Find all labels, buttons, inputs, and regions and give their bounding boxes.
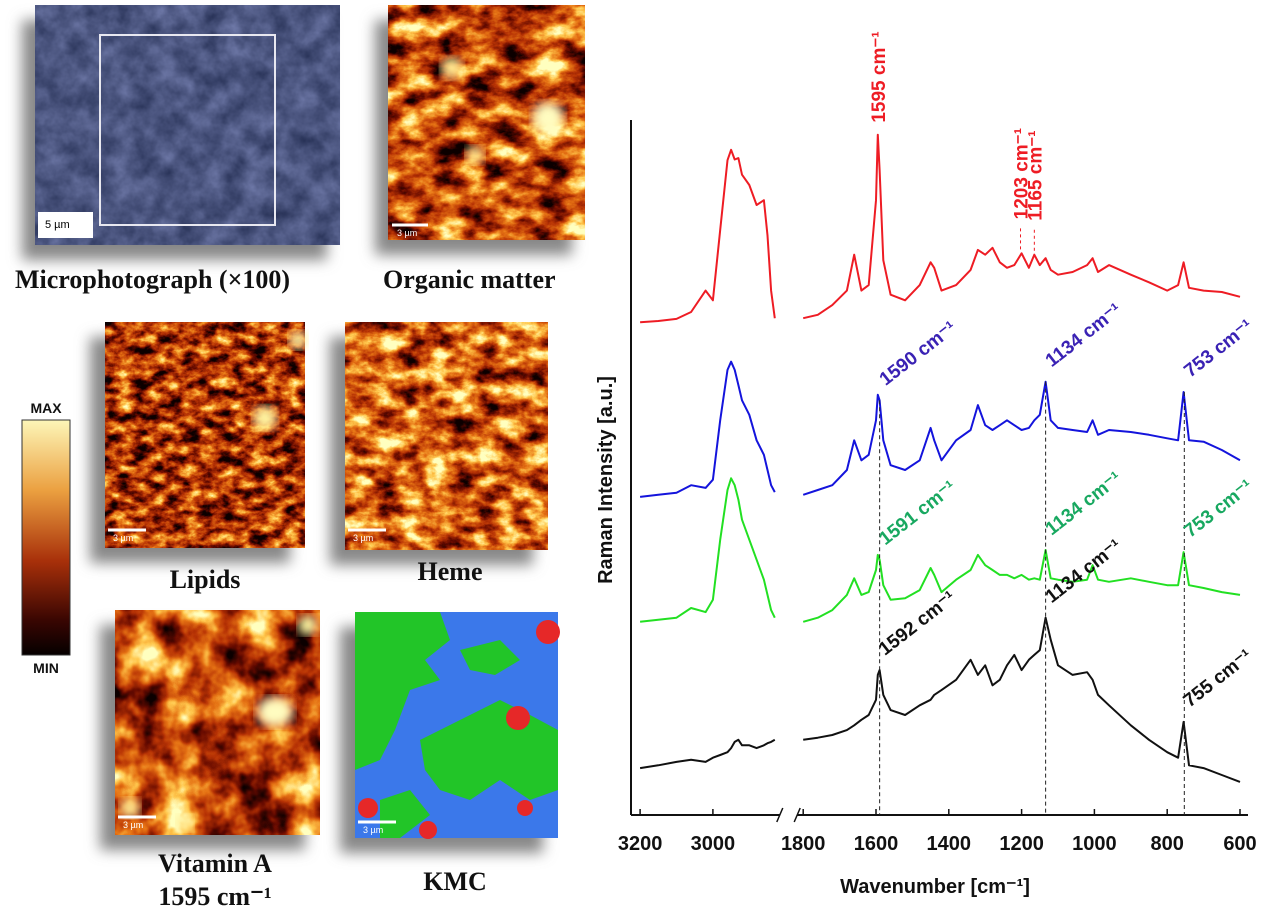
panel-caption: Heme — [418, 557, 483, 586]
spectrum-line — [640, 618, 1240, 782]
x-tick-label: 3000 — [691, 833, 736, 855]
cluster — [419, 821, 437, 839]
heme-panel: 3 µm Heme — [330, 322, 548, 586]
spectra-chart: Wavenumber [cm⁻¹] Raman Intensity [a.u.]… — [595, 31, 1257, 898]
peak-label: 1590 cm⁻¹ — [876, 317, 961, 390]
x-tick-label: 1600 — [854, 833, 899, 855]
peak-label: 1134 cm⁻¹ — [1042, 535, 1126, 607]
spectrum-line — [640, 362, 1240, 497]
peak-label: 753 cm⁻¹ — [1180, 316, 1257, 382]
colorbar-gradient — [22, 420, 70, 655]
peak-label: 1591 cm⁻¹ — [875, 477, 960, 550]
hotspot — [532, 102, 564, 134]
panel-caption: Microphotograph (×100) — [15, 265, 290, 294]
vitamin-a-panel: 3 µm Vitamin A 1595 cm⁻¹ — [100, 610, 320, 911]
panel-caption: Lipids — [170, 565, 241, 594]
hotspot — [177, 815, 193, 831]
scale-label: 3 µm — [123, 820, 143, 830]
x-tick-label: 3200 — [618, 833, 663, 855]
peak-label: 1134 cm⁻¹ — [1042, 468, 1126, 540]
peak-label: 753 cm⁻¹ — [1180, 476, 1257, 542]
peak-label: 1595 cm⁻¹ — [869, 31, 890, 122]
kmc-panel: 3 µm KMC — [340, 612, 560, 896]
micrograph-panel: 5 µm Microphotograph (×100) — [15, 5, 340, 294]
panel-caption: Vitamin A — [158, 849, 272, 878]
y-axis-title: Raman Intensity [a.u.] — [595, 376, 617, 584]
x-tick-label: 1200 — [999, 833, 1044, 855]
lipids-panel: 3 µm Lipids — [90, 322, 307, 594]
cluster — [517, 800, 533, 816]
peak-label: 755 cm⁻¹ — [1180, 645, 1257, 711]
heatmap — [345, 322, 548, 550]
x-tick-label: 1800 — [781, 833, 826, 855]
figure: 5 µm Microphotograph (×100) 3 µm Organic… — [0, 0, 1262, 915]
hotspot — [289, 331, 307, 349]
spectrum-line — [640, 135, 1240, 323]
scale-label: 5 µm — [45, 219, 70, 231]
hotspot — [466, 146, 484, 164]
x-tick-label: 1400 — [927, 833, 972, 855]
page: 5 µm Microphotograph (×100) 3 µm Organic… — [0, 0, 1262, 915]
x-tick-label: 600 — [1223, 833, 1256, 855]
organic-panel: 3 µm Organic matter — [375, 5, 585, 294]
scale-label: 3 µm — [363, 825, 383, 835]
panel-caption: KMC — [423, 867, 487, 896]
cluster — [536, 620, 560, 644]
peak-label: 1134 cm⁻¹ — [1042, 299, 1126, 371]
x-tick-label: 1000 — [1072, 833, 1117, 855]
cluster — [506, 706, 530, 730]
hotspot — [253, 406, 277, 430]
heatmap — [105, 322, 305, 548]
panel-subcaption: 1595 cm⁻¹ — [158, 882, 271, 911]
x-tick-label: 800 — [1151, 833, 1184, 855]
colorbar: MAX MIN — [22, 400, 70, 676]
cluster — [358, 798, 378, 818]
peak-label: 1592 cm⁻¹ — [875, 587, 960, 660]
micrograph — [35, 5, 340, 245]
scale-label: 3 µm — [353, 533, 373, 543]
panel-caption: Organic matter — [383, 265, 556, 294]
colorbar-max: MAX — [30, 400, 62, 416]
colorbar-min: MIN — [33, 660, 59, 676]
heatmap — [115, 610, 320, 835]
x-axis-title: Wavenumber [cm⁻¹] — [840, 876, 1030, 898]
hotspot — [441, 57, 463, 79]
peak-label: 1165 cm⁻¹ — [1025, 130, 1046, 220]
hotspot — [298, 615, 318, 635]
hotspot — [257, 697, 293, 727]
scale-label: 3 µm — [397, 228, 417, 238]
scale-label: 3 µm — [113, 533, 133, 543]
hotspot — [120, 798, 140, 818]
